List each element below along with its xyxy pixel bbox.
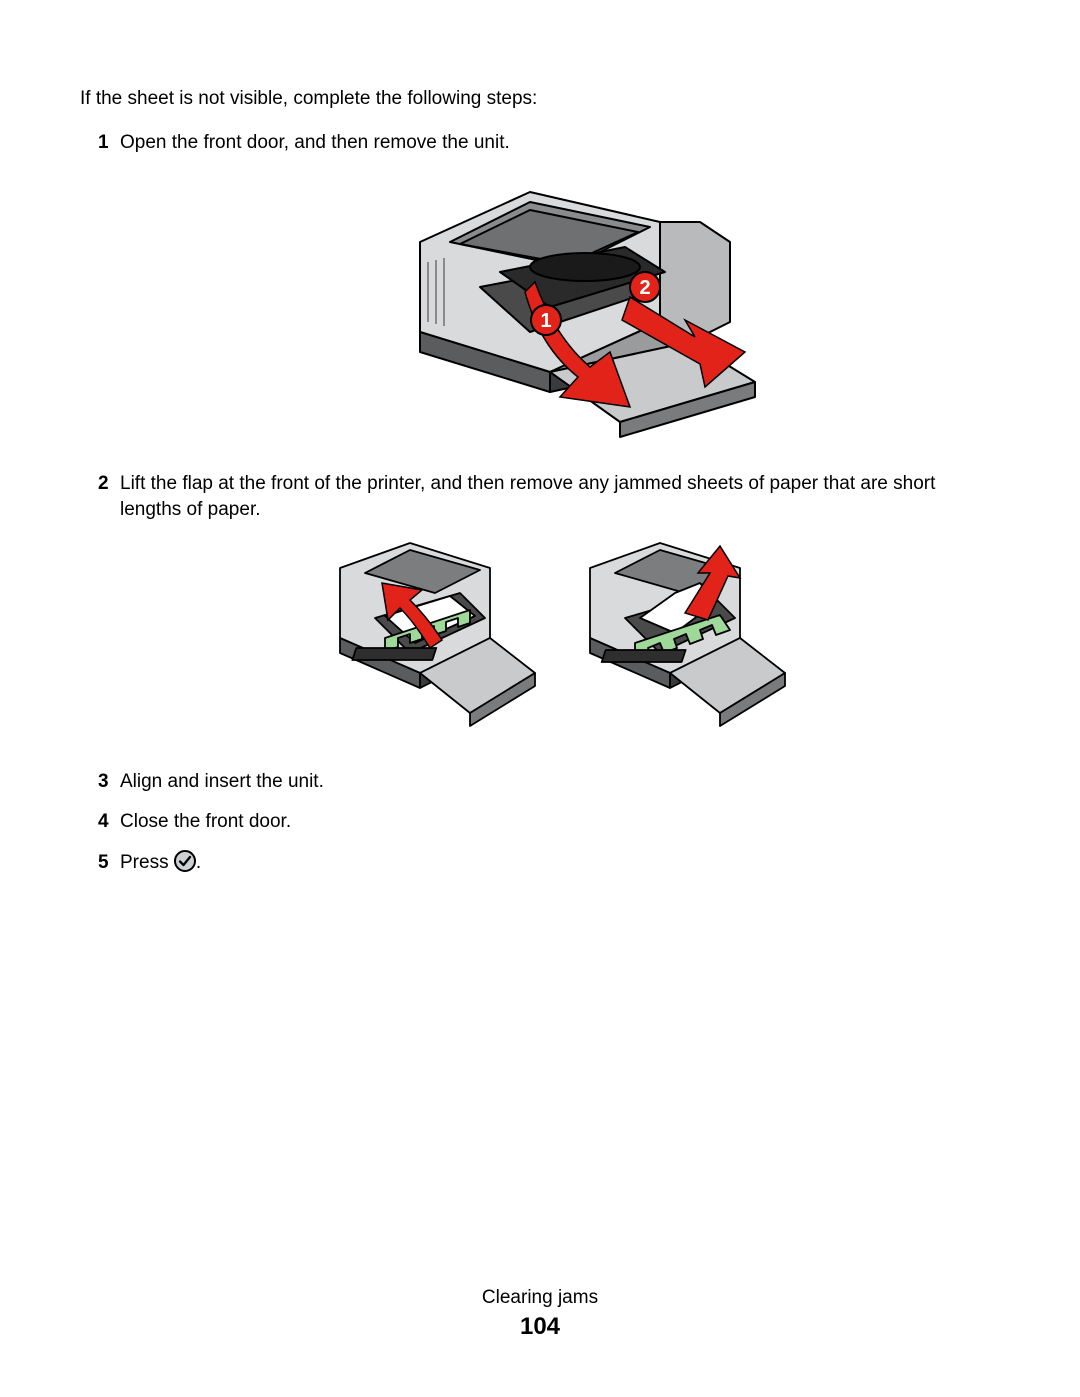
figure-2-row: [120, 538, 1000, 747]
step-3: 3 Align and insert the unit.: [98, 769, 1000, 796]
step-5: 5 Press .: [98, 850, 1000, 881]
step-4: 4 Close the front door.: [98, 809, 1000, 836]
step-1-number: 1: [98, 130, 109, 157]
step-5-period: .: [196, 852, 201, 873]
page-footer: Clearing jams 104: [0, 1287, 1080, 1341]
step-2-text: Lift the flap at the front of the printe…: [120, 473, 935, 521]
steps-list: 1 Open the front door, and then remove t…: [80, 130, 1000, 881]
manual-page: If the sheet is not visible, complete th…: [0, 0, 1080, 934]
printer-illustration-1: 1 2: [360, 172, 760, 451]
step-2: 2 Lift the flap at the front of the prin…: [98, 471, 1000, 747]
ok-button-icon: [174, 850, 196, 881]
intro-text: If the sheet is not visible, complete th…: [80, 86, 1000, 112]
footer-section-title: Clearing jams: [0, 1287, 1080, 1309]
step-3-text: Align and insert the unit.: [120, 771, 324, 792]
step-4-text: Close the front door.: [120, 811, 291, 832]
step-1-text: Open the front door, and then remove the…: [120, 132, 510, 153]
printer-illustration-2b: [580, 538, 790, 747]
callout-1: 1: [540, 310, 551, 332]
step-5-text: Press: [120, 852, 174, 873]
figure-1: 1 2: [120, 172, 1000, 451]
step-4-number: 4: [98, 809, 109, 836]
callout-2: 2: [639, 277, 650, 299]
step-1: 1 Open the front door, and then remove t…: [98, 130, 1000, 451]
step-3-number: 3: [98, 769, 109, 796]
step-5-number: 5: [98, 850, 109, 877]
printer-illustration-2a: [330, 538, 540, 747]
footer-page-number: 104: [0, 1313, 1080, 1341]
step-2-number: 2: [98, 471, 109, 498]
